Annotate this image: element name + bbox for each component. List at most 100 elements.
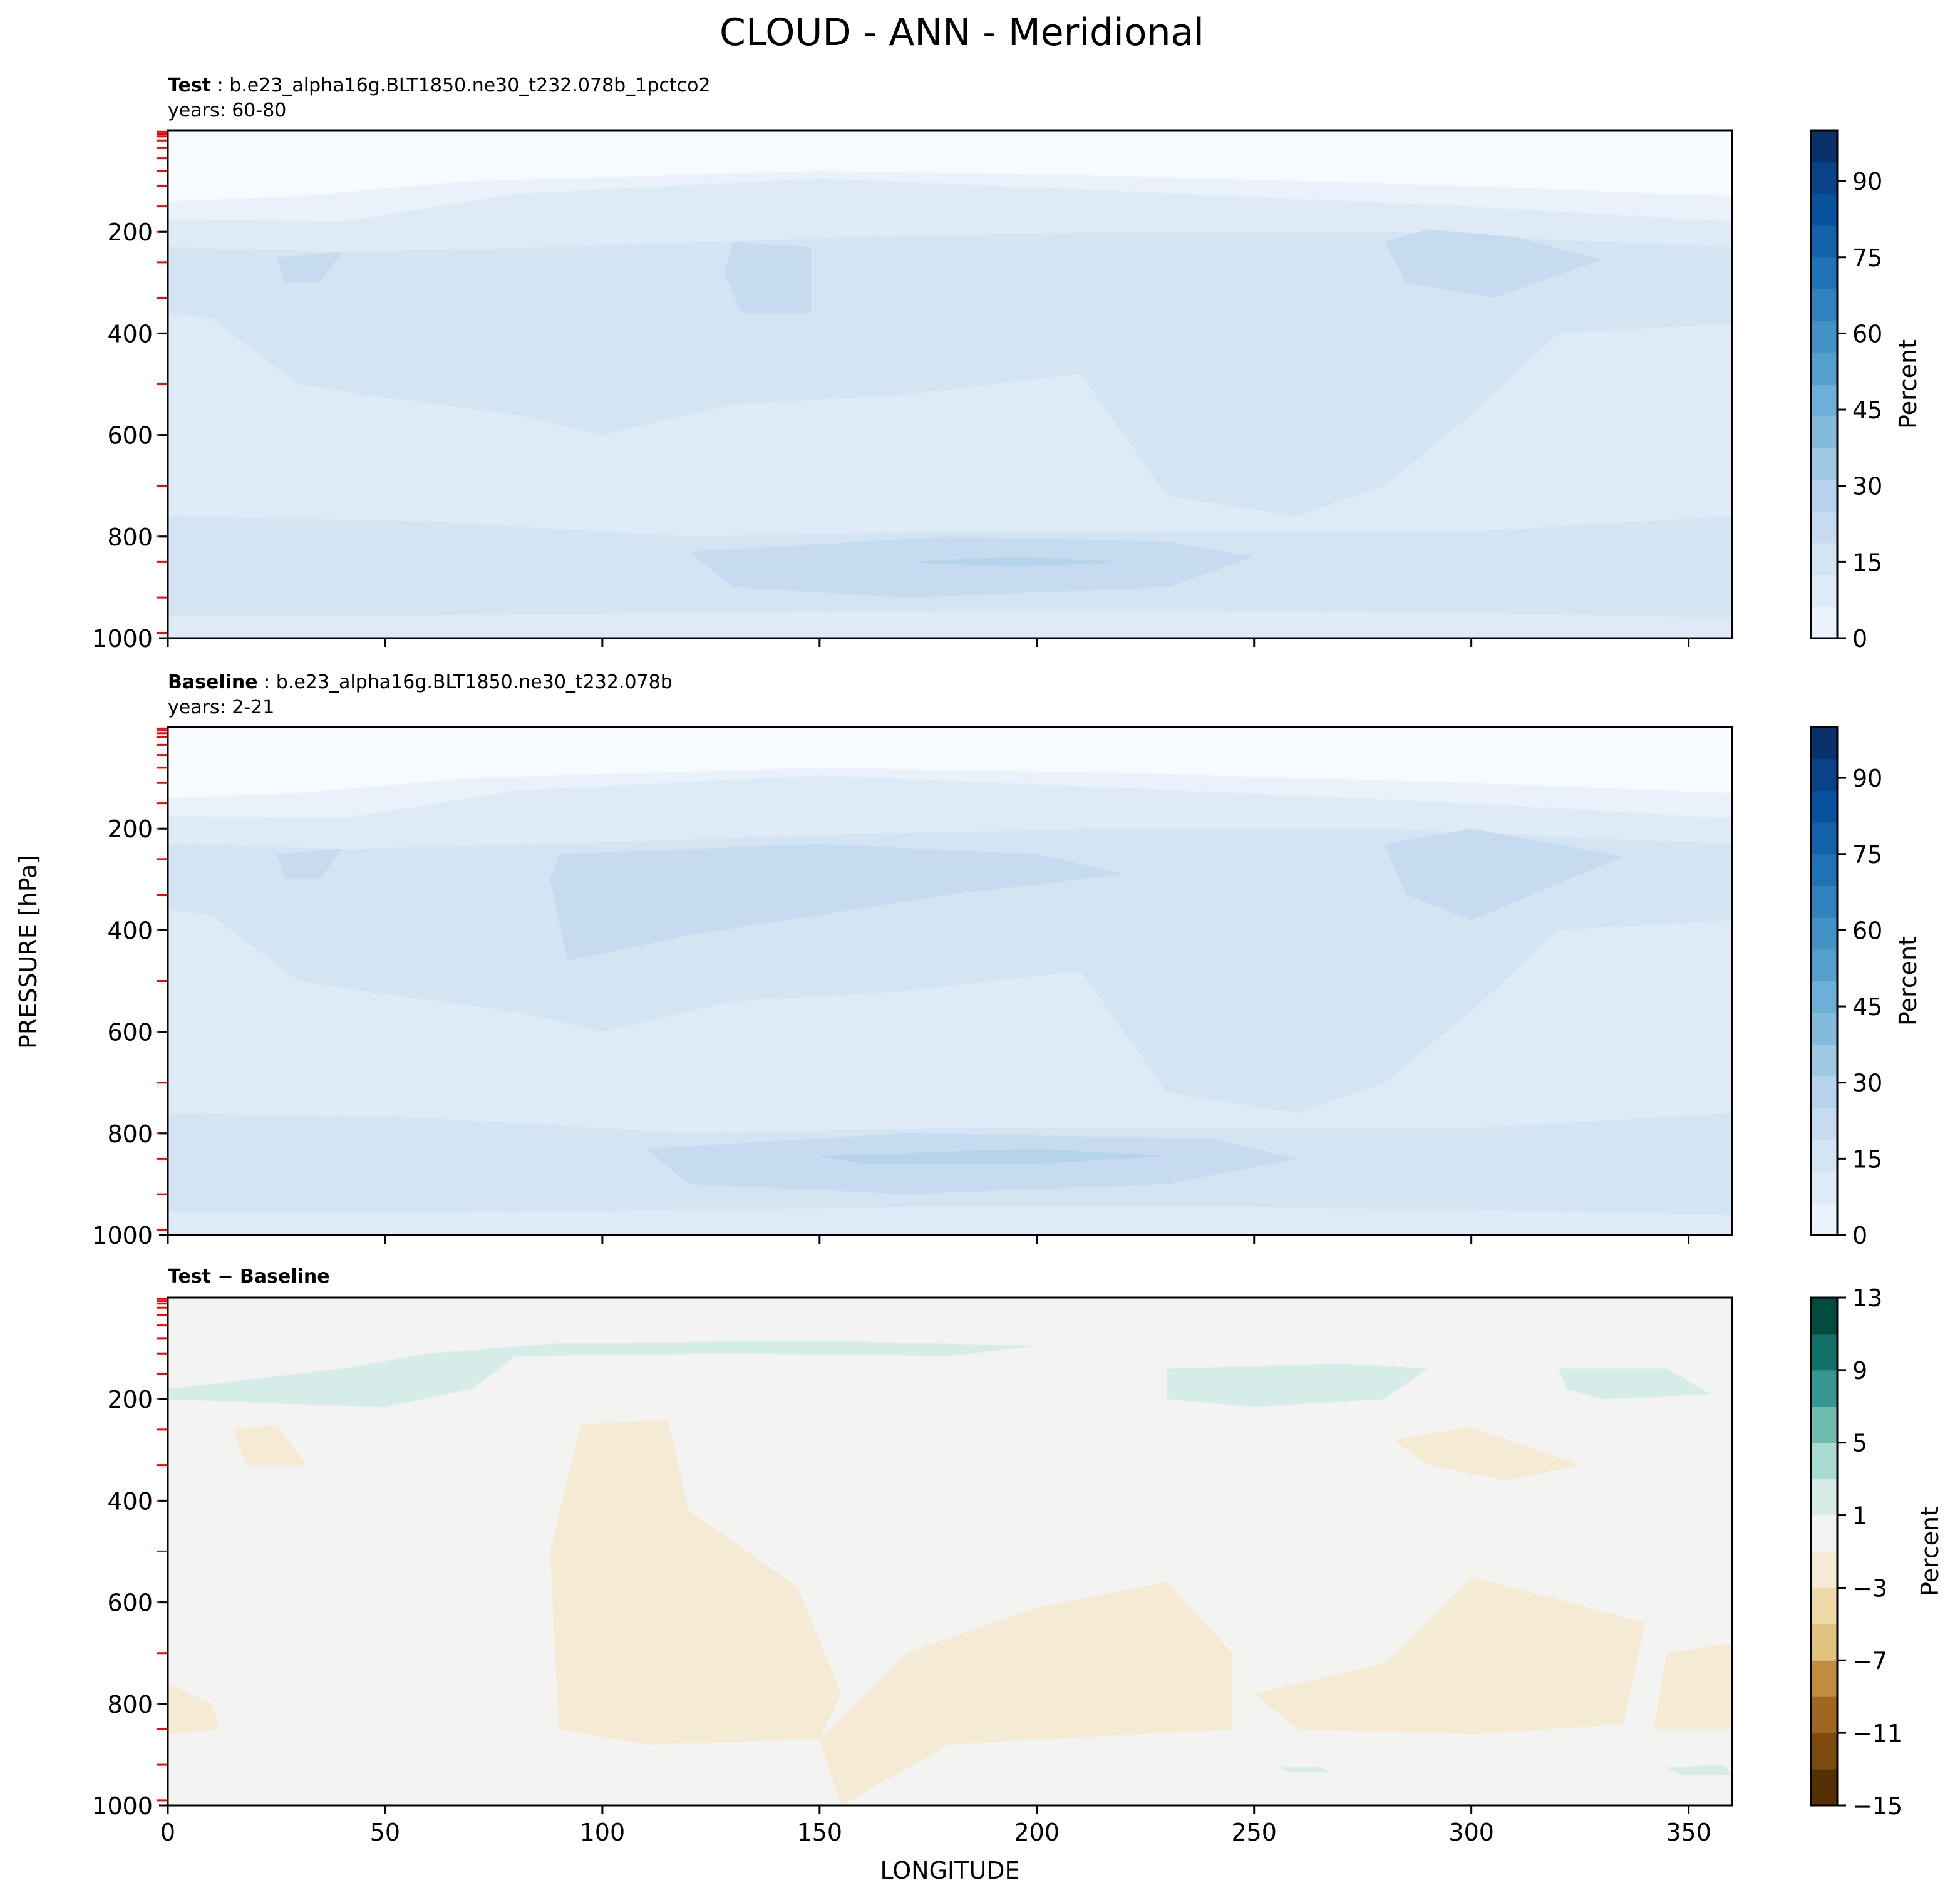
colorbar-tick-label: 15 <box>1852 549 1882 576</box>
x-tick-label: 150 <box>797 1819 843 1846</box>
colorbar-tick-label: 0 <box>1852 625 1867 653</box>
contour-region <box>276 252 342 283</box>
y-tick-label: 1000 <box>92 1792 153 1820</box>
panel-label: Baseline : b.e23_alpha16g.BLT1850.ne30_t… <box>168 671 673 693</box>
colorbar-swatch <box>1811 949 1837 981</box>
colorbar-swatch <box>1811 1733 1837 1770</box>
contour-field <box>168 727 1732 1235</box>
y-tick-label: 800 <box>107 524 153 551</box>
x-tick-label: 0 <box>160 1819 175 1846</box>
colorbar-swatch <box>1811 1769 1837 1806</box>
panel-years: years: 60-80 <box>168 100 286 121</box>
x-tick-label: 250 <box>1231 1819 1277 1846</box>
panel-diff: 200 400 600 800 1000 0 50 100 150 200 250 300 350 Tes… <box>92 1266 1944 1846</box>
y-tick-label: 400 <box>107 320 153 348</box>
y-tick-label: 1000 <box>92 625 153 653</box>
colorbar: −15 −11 −7 −3 1 5 9 13 Percent <box>1810 1284 1944 1820</box>
colorbar-swatch <box>1811 1479 1837 1516</box>
panel-years: years: 2-21 <box>168 696 274 718</box>
colorbar-swatch <box>1811 289 1837 321</box>
colorbar-swatch <box>1811 727 1837 760</box>
y-tick-label: 200 <box>107 1386 153 1413</box>
y-tick-label: 600 <box>107 422 153 450</box>
contour-region <box>819 1582 1232 1805</box>
colorbar-tick-label: 30 <box>1852 1070 1882 1097</box>
contour-field <box>168 1298 1732 1805</box>
colorbar-swatch <box>1811 162 1837 194</box>
colorbar-tick-label: 90 <box>1852 765 1882 792</box>
contour-region <box>233 1424 307 1465</box>
contour-region <box>168 727 1732 798</box>
colorbar-swatch <box>1811 1203 1837 1236</box>
x-tick-label: 200 <box>1014 1819 1060 1846</box>
colorbar-tick-label: −15 <box>1852 1792 1902 1820</box>
colorbar-tick-label: 90 <box>1852 168 1882 195</box>
colorbar-swatch <box>1811 981 1837 1013</box>
colorbar-tick-label: 1 <box>1852 1502 1867 1530</box>
y-tick-label: 600 <box>107 1589 153 1617</box>
panel-label-bold: Test <box>168 75 211 96</box>
axes-frame <box>167 1296 1733 1807</box>
colorbar: 0 15 30 45 60 75 90 Percent <box>1810 129 1922 653</box>
colorbar-swatch <box>1811 1406 1837 1443</box>
colorbar-tick-label: 5 <box>1852 1430 1867 1457</box>
colorbar-tick-label: 15 <box>1852 1145 1882 1173</box>
colorbar-swatch <box>1811 130 1837 163</box>
colorbar-tick-label: 30 <box>1852 473 1882 500</box>
colorbar-frame <box>1810 726 1839 1236</box>
contour-region <box>1384 229 1602 298</box>
colorbar-swatch <box>1811 416 1837 448</box>
contour-region <box>1167 1363 1428 1407</box>
contour-region <box>1384 829 1624 921</box>
contour-region <box>819 1149 1167 1164</box>
colorbar-frame <box>1810 1296 1839 1807</box>
colorbar-swatch <box>1811 1298 1837 1335</box>
y-axis-label: PRESSURE [hPa] <box>14 855 42 1049</box>
contour-region <box>689 536 1254 598</box>
colorbar-swatch <box>1811 885 1837 918</box>
colorbar-swatch <box>1811 1624 1837 1661</box>
y-tick-label: 800 <box>107 1120 153 1148</box>
colorbar-swatch <box>1811 447 1837 480</box>
colorbar-swatch <box>1811 1515 1837 1552</box>
colorbar: 0 15 30 45 60 75 90 Percent <box>1810 726 1922 1249</box>
contour-region <box>1393 1427 1581 1480</box>
panel-label-bold: Baseline <box>168 671 258 693</box>
colorbar-swatch <box>1811 225 1837 258</box>
colorbar-swatch <box>1811 1333 1837 1371</box>
colorbar-tick-label: −11 <box>1852 1720 1902 1747</box>
contour-region <box>550 1419 842 1745</box>
colorbar-swatch <box>1811 1139 1837 1172</box>
y-tick-label: 200 <box>107 815 153 843</box>
figure-title: CLOUD - ANN - Meridional <box>720 11 1204 54</box>
y-tick-label: 200 <box>107 219 153 246</box>
axes-frame <box>167 726 1733 1236</box>
colorbar-label: Percent <box>1916 1507 1944 1596</box>
panel-label: Test : b.e23_alpha16g.BLT1850.ne30_t232.… <box>168 75 711 96</box>
contour-region <box>168 232 1732 517</box>
colorbar-swatch <box>1811 790 1837 823</box>
x-tick-label: 100 <box>580 1819 626 1846</box>
panel-label: Test − Baseline <box>168 1266 330 1288</box>
colorbar-tick-label: 45 <box>1852 396 1882 424</box>
colorbar-label: Percent <box>1894 936 1922 1026</box>
colorbar-tick-label: −7 <box>1852 1647 1887 1675</box>
contour-region <box>168 1340 1037 1407</box>
colorbar-swatch <box>1811 384 1837 416</box>
colorbar-swatch <box>1811 917 1837 950</box>
colorbar-swatch <box>1811 1588 1837 1624</box>
contour-region <box>276 849 342 880</box>
y-tick-label: 600 <box>107 1019 153 1046</box>
colorbar-swatch <box>1811 1076 1837 1108</box>
contour-region <box>724 242 811 313</box>
colorbar-tick-label: −3 <box>1852 1574 1887 1602</box>
contour-region <box>168 130 1732 202</box>
contour-region <box>1254 1577 1646 1735</box>
colorbar-swatch <box>1811 1551 1837 1588</box>
colorbar-swatch <box>1811 574 1837 607</box>
contour-region <box>168 1683 220 1735</box>
x-tick-label: 350 <box>1666 1819 1711 1846</box>
colorbar-swatch <box>1811 542 1837 576</box>
y-tick-label: 1000 <box>92 1222 153 1249</box>
